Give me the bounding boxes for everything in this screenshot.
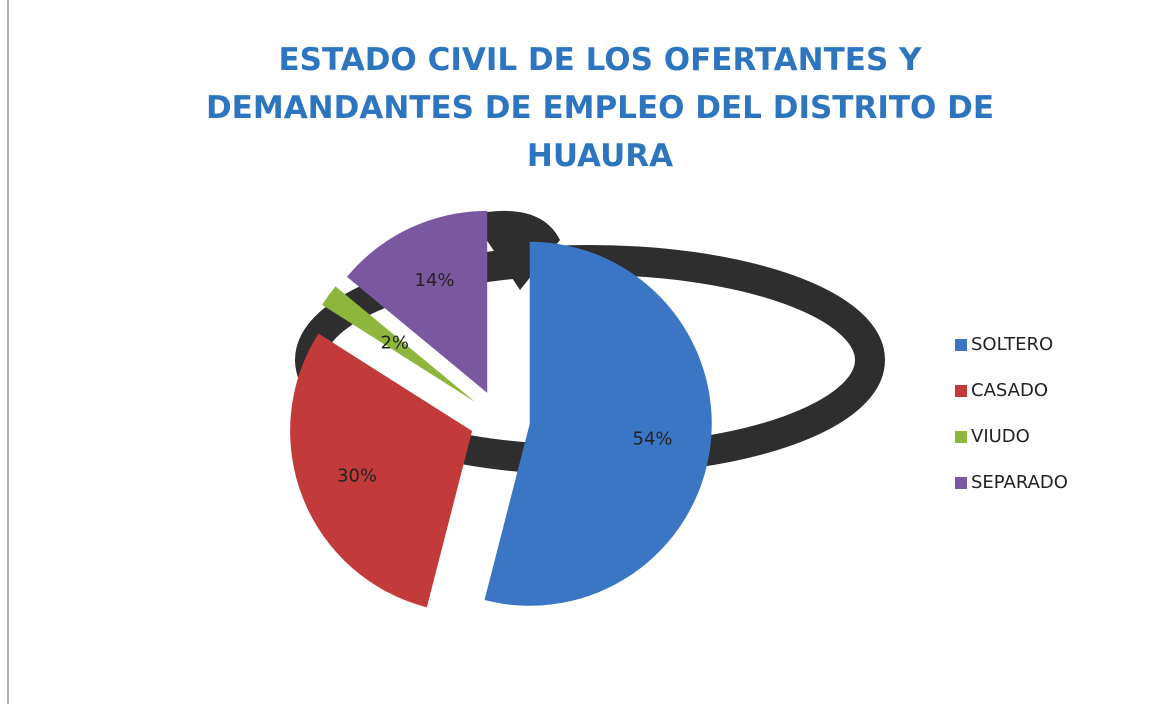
legend-label: SEPARADO xyxy=(971,472,1068,493)
chart-title: ESTADO CIVIL DE LOS OFERTANTES Y DEMANDA… xyxy=(140,36,1060,180)
legend-swatch xyxy=(955,431,967,443)
legend-label: VIUDO xyxy=(971,426,1030,447)
chart-frame: 54% 30% 2% 14% SOLTERO CASADO VIUDO SEPARADO E… xyxy=(0,0,1176,704)
pie-slice xyxy=(290,334,472,608)
legend-label: SOLTERO xyxy=(971,334,1053,355)
pie-slice xyxy=(485,242,712,606)
data-label: 54% xyxy=(633,428,673,449)
legend-label: CASADO xyxy=(971,380,1048,401)
legend-swatch xyxy=(955,477,967,489)
data-label: 2% xyxy=(380,333,409,354)
legend-swatch xyxy=(955,385,967,397)
legend: SOLTERO CASADO VIUDO SEPARADO xyxy=(955,334,1068,493)
legend-swatch xyxy=(955,339,967,351)
data-label: 30% xyxy=(337,466,377,487)
data-label: 14% xyxy=(415,270,455,291)
